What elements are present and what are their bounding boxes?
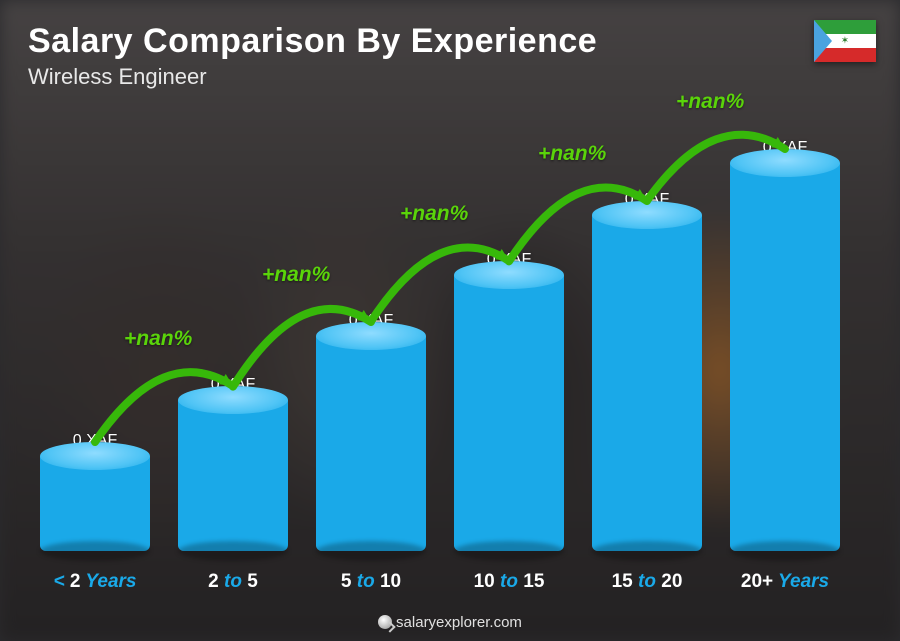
footer-attribution: salaryexplorer.com: [0, 614, 900, 631]
delta-label: +nan%: [262, 263, 330, 287]
bar-shadow: [730, 541, 840, 561]
page-subtitle: Wireless Engineer: [28, 64, 207, 90]
bar-group: 0 XAF: [730, 120, 840, 551]
bar-shadow: [454, 541, 564, 561]
bar: [40, 456, 150, 551]
bar-top-cap: [454, 261, 564, 289]
x-axis-labels: < 2 Years 2 to 5 5 to 10 10 to 15 15 to 20 20…: [40, 571, 840, 593]
bar: [730, 163, 840, 551]
magnifier-icon: [378, 615, 392, 629]
bar-body: [316, 336, 426, 552]
bar: [178, 400, 288, 551]
bar-body: [178, 400, 288, 551]
bar: [316, 336, 426, 552]
delta-label: +nan%: [676, 90, 744, 114]
delta-label: +nan%: [124, 327, 192, 351]
bar-top-cap: [40, 442, 150, 470]
x-axis-label: 20+ Years: [730, 571, 840, 593]
bar-shadow: [178, 541, 288, 561]
delta-label: +nan%: [538, 142, 606, 166]
bar-shadow: [316, 541, 426, 561]
bar-body: [592, 215, 702, 551]
infographic-root: Salary Comparison By Experience Wireless…: [0, 0, 900, 641]
x-axis-label: 15 to 20: [592, 571, 702, 593]
bar-top-cap: [316, 322, 426, 350]
footer-text: salaryexplorer.com: [396, 614, 522, 631]
bar-body: [454, 275, 564, 551]
bar-group: 0 XAF: [592, 120, 702, 551]
bar-shadow: [592, 541, 702, 561]
x-axis-label: 10 to 15: [454, 571, 564, 593]
bar: [592, 215, 702, 551]
country-flag-icon: ✶: [814, 20, 876, 62]
x-axis-label: 5 to 10: [316, 571, 426, 593]
bar-top-cap: [178, 386, 288, 414]
flag-triangle: [814, 20, 832, 62]
bar-body: [40, 456, 150, 551]
bar-chart: 0 XAF0 XAF0 XAF0 XAF0 XAF0 XAF +nan%+nan…: [40, 120, 840, 551]
bar-shadow: [40, 541, 150, 561]
delta-label: +nan%: [400, 202, 468, 226]
bar-group: 0 XAF: [454, 120, 564, 551]
bar-top-cap: [730, 149, 840, 177]
flag-emblem-icon: ✶: [841, 36, 849, 47]
page-title: Salary Comparison By Experience: [28, 22, 597, 61]
bar-group: 0 XAF: [178, 120, 288, 551]
x-axis-label: < 2 Years: [40, 571, 150, 593]
bar-top-cap: [592, 201, 702, 229]
bar-body: [730, 163, 840, 551]
x-axis-label: 2 to 5: [178, 571, 288, 593]
bar: [454, 275, 564, 551]
bar-group: 0 XAF: [316, 120, 426, 551]
